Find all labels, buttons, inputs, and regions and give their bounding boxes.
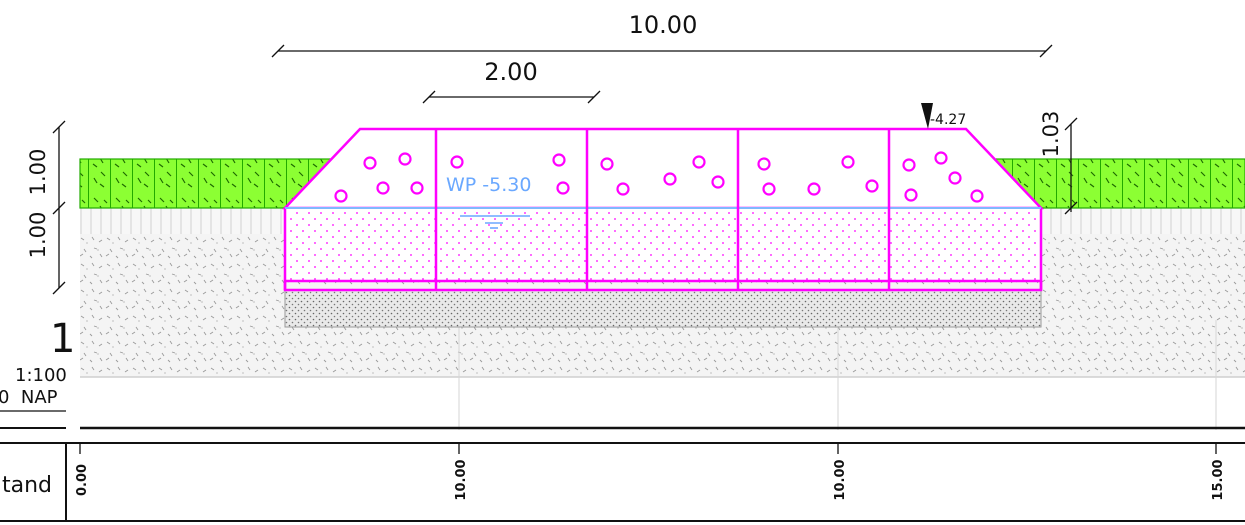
bottom-row-label: tand xyxy=(2,473,52,498)
second-layer-height-dim: 1.00 xyxy=(26,212,50,259)
scale-number: 1 xyxy=(50,316,75,362)
crate-body xyxy=(285,208,1041,282)
water-level-label: WP -5.30 xyxy=(446,174,531,196)
crate-bottom-band xyxy=(283,279,1043,292)
inner-width-dim: 2.00 xyxy=(484,58,537,86)
crate-top xyxy=(282,127,1044,210)
elevation-marker-text: -4.27 xyxy=(930,112,966,128)
station-label: 0.00 xyxy=(75,464,90,496)
aggregate-circles xyxy=(334,151,984,203)
station-label: 15.00 xyxy=(1211,459,1226,500)
station-label: 10.00 xyxy=(454,459,469,500)
right-height-dim: 1.03 xyxy=(1039,111,1063,158)
overall-width-dim: 10.00 xyxy=(629,11,698,39)
station-label: 10.00 xyxy=(833,459,848,500)
water-level-symbol-icon xyxy=(460,215,530,229)
station-ticks xyxy=(79,443,1217,454)
datum-text: 0 NAP xyxy=(0,387,58,408)
scale-text: 1:100 xyxy=(15,365,67,386)
top-layer-height-dim: 1.00 xyxy=(26,149,50,196)
gravel-base xyxy=(284,289,1042,328)
elevation-marker-icon xyxy=(921,103,933,129)
